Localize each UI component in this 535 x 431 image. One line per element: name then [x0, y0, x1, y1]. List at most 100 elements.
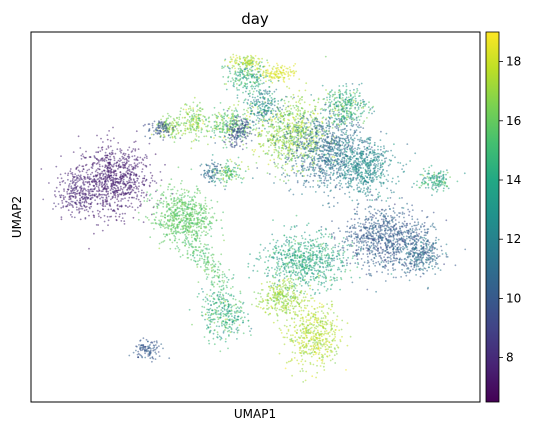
data-point: [356, 186, 359, 189]
data-point: [337, 175, 339, 178]
data-point: [341, 246, 344, 249]
data-point: [73, 216, 76, 219]
data-point: [326, 157, 329, 160]
data-point: [362, 167, 365, 169]
data-point: [123, 154, 126, 157]
data-point: [384, 280, 387, 282]
data-point: [396, 214, 398, 217]
data-point: [298, 99, 301, 102]
data-point: [186, 211, 188, 214]
data-point: [391, 177, 394, 180]
data-point: [192, 225, 195, 228]
data-point: [335, 160, 337, 163]
data-point: [372, 246, 375, 249]
data-point: [135, 164, 138, 167]
data-point: [158, 219, 161, 222]
data-point: [358, 163, 361, 166]
data-point: [361, 150, 364, 153]
data-point: [195, 249, 198, 251]
data-point: [100, 184, 103, 186]
data-point: [190, 168, 193, 171]
data-point: [384, 236, 387, 238]
data-point: [382, 162, 384, 165]
data-point: [325, 172, 328, 175]
data-point: [74, 195, 77, 198]
data-point: [284, 102, 286, 105]
data-point: [288, 114, 290, 117]
data-point: [396, 234, 399, 237]
data-point: [221, 227, 223, 230]
data-point: [167, 227, 170, 230]
data-point: [110, 186, 113, 189]
data-point: [300, 128, 302, 131]
data-point: [158, 224, 161, 227]
data-point: [308, 155, 310, 158]
data-point: [203, 243, 206, 246]
data-point: [284, 108, 287, 111]
data-point: [311, 136, 314, 139]
data-point: [251, 177, 254, 180]
data-point: [196, 232, 199, 235]
data-point: [368, 227, 371, 230]
data-point: [190, 200, 192, 203]
data-point: [343, 164, 345, 167]
cluster-4: [128, 337, 171, 363]
data-point: [181, 241, 184, 244]
data-point: [269, 144, 272, 147]
data-point: [84, 217, 87, 220]
data-point: [213, 264, 216, 267]
data-point: [128, 181, 130, 184]
data-point: [88, 247, 90, 250]
data-point: [185, 218, 188, 221]
data-point: [346, 262, 348, 265]
data-point: [329, 190, 332, 193]
data-point: [319, 167, 322, 170]
data-point: [118, 193, 121, 196]
data-point: [306, 133, 309, 136]
data-point: [125, 193, 128, 195]
data-point: [316, 142, 319, 144]
data-point: [257, 108, 259, 110]
data-point: [95, 193, 97, 196]
data-point: [140, 349, 142, 352]
data-point: [349, 122, 351, 124]
data-point: [295, 152, 298, 154]
data-point: [283, 125, 286, 128]
data-point: [211, 215, 214, 218]
data-point: [390, 189, 392, 192]
data-point: [319, 171, 322, 174]
data-point: [331, 220, 333, 223]
data-point: [295, 109, 298, 111]
data-point: [223, 239, 225, 242]
data-point: [138, 344, 140, 346]
data-point: [344, 230, 347, 233]
data-point: [134, 140, 137, 143]
data-point: [413, 224, 415, 227]
data-point: [299, 172, 302, 175]
data-point: [72, 151, 75, 154]
data-point: [338, 140, 341, 142]
data-point: [316, 147, 319, 150]
data-point: [334, 164, 337, 167]
data-point: [85, 163, 88, 166]
data-point: [359, 180, 362, 183]
data-point: [172, 204, 175, 207]
data-point: [117, 195, 120, 197]
data-point: [359, 249, 362, 252]
data-point: [281, 135, 284, 138]
data-point: [292, 93, 295, 96]
data-point: [96, 162, 99, 165]
data-point: [321, 153, 323, 155]
data-point: [373, 149, 376, 152]
data-point: [105, 189, 108, 191]
data-point: [48, 182, 50, 184]
data-point: [180, 228, 182, 231]
data-point: [380, 239, 383, 242]
data-point: [184, 237, 187, 240]
data-point: [203, 204, 205, 207]
data-point: [387, 197, 389, 200]
data-point: [172, 226, 175, 229]
data-point: [387, 180, 389, 183]
data-point: [375, 178, 378, 181]
data-point: [379, 148, 382, 151]
